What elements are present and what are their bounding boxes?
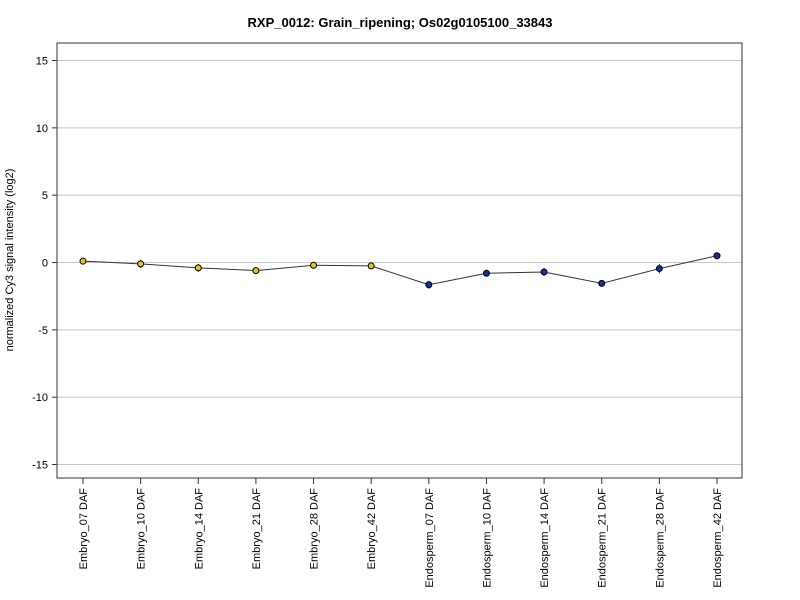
y-tick-label: 15 — [36, 56, 48, 68]
data-point — [425, 281, 433, 289]
y-axis-title: normalized Cy3 signal intensity (log2) — [4, 169, 16, 352]
x-tick-label: Endosperm_14 DAF — [539, 488, 551, 588]
x-tick-label: Embryo_21 DAF — [251, 488, 263, 570]
data-point — [482, 269, 490, 277]
data-point — [79, 257, 87, 265]
plot-frame — [56, 42, 743, 479]
data-point — [194, 264, 202, 272]
x-tick-label: Embryo_28 DAF — [309, 488, 321, 570]
series-polyline — [82, 255, 718, 286]
data-points — [79, 252, 721, 289]
y-tick-label: 0 — [42, 258, 48, 270]
data-point — [713, 252, 721, 260]
x-tick-label: Endosperm_21 DAF — [597, 488, 609, 588]
data-point — [310, 261, 318, 269]
x-tick-label: Embryo_14 DAF — [193, 488, 205, 570]
data-point — [137, 260, 145, 268]
y-tick-label: 5 — [42, 190, 48, 202]
grid-lines — [57, 60, 742, 466]
series-line — [82, 255, 718, 286]
x-tick-label: Endosperm_07 DAF — [424, 488, 436, 588]
x-tick-label: Endosperm_10 DAF — [481, 488, 493, 588]
y-tick-label: -15 — [32, 460, 48, 472]
y-tick-label: 10 — [36, 123, 48, 135]
chart-title: RXP_0012: Grain_ripening; Os02g0105100_3… — [248, 15, 553, 30]
x-tick-label: Embryo_07 DAF — [78, 488, 90, 570]
y-tick-label: -5 — [38, 325, 48, 337]
x-tick-label: Embryo_42 DAF — [366, 488, 378, 570]
x-tick-label: Endosperm_28 DAF — [654, 488, 666, 588]
data-point — [540, 268, 548, 276]
data-point — [598, 279, 606, 287]
data-point — [655, 265, 663, 273]
x-tick-label: Endosperm_42 DAF — [712, 488, 724, 588]
x-axis: Embryo_07 DAF Embryo_10 DAF Embryo_14 DAF E… — [78, 478, 724, 588]
data-point — [252, 267, 260, 275]
y-axis: 15 10 5 0 -5 -10 -15 — [32, 56, 57, 472]
data-point — [367, 262, 375, 270]
x-tick-label: Embryo_10 DAF — [136, 488, 148, 570]
y-tick-label: -10 — [32, 392, 48, 404]
